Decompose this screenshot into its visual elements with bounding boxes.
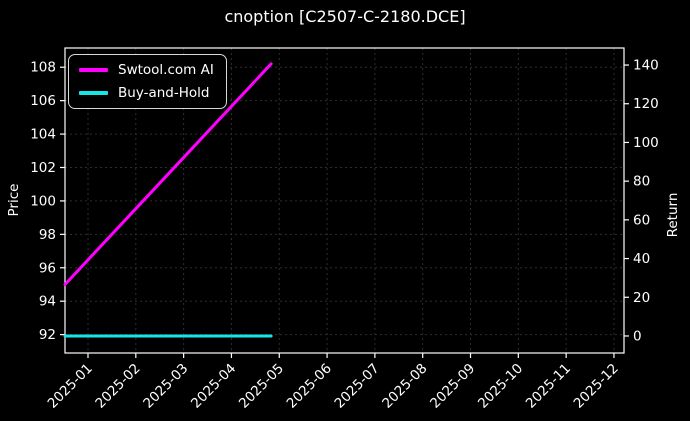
x-tick-label: 2025-04 — [188, 361, 239, 412]
left-tick-label: 92 — [39, 327, 56, 343]
series-line-swtool-com-ai — [63, 62, 273, 286]
left-tick-label: 94 — [39, 294, 56, 310]
right-axis-label: Return — [665, 192, 681, 238]
x-tick-label: 2025-05 — [236, 361, 287, 412]
left-tick-label: 102 — [30, 160, 56, 176]
x-tick-label: 2025-03 — [140, 361, 191, 412]
legend-line-swatch — [79, 91, 108, 95]
left-tick-label: 100 — [30, 193, 56, 209]
x-tick-label: 2025-12 — [571, 361, 622, 412]
left-tick-label: 96 — [39, 260, 56, 276]
right-tick-label: 0 — [633, 328, 642, 344]
right-tick-label: 20 — [633, 290, 650, 306]
x-tick-label: 2025-09 — [427, 361, 478, 412]
right-tick-label: 120 — [633, 96, 659, 112]
legend-item-label: Buy-and-Hold — [118, 85, 210, 101]
right-tick-label: 60 — [633, 212, 650, 228]
x-axis-ticks: 2025-012025-022025-032025-042025-052025-… — [45, 353, 622, 412]
x-tick-label: 2025-02 — [92, 361, 143, 412]
right-tick-label: 40 — [633, 251, 650, 267]
legend: Swtool.com AI Buy-and-Hold — [68, 54, 227, 109]
left-tick-label: 108 — [30, 60, 56, 76]
right-tick-label: 100 — [633, 135, 659, 151]
x-tick-label: 2025-06 — [284, 361, 335, 412]
legend-item-label: Swtool.com AI — [118, 62, 214, 78]
right-tick-label: 140 — [633, 58, 659, 74]
x-tick-label: 2025-11 — [523, 361, 574, 412]
x-tick-label: 2025-07 — [332, 361, 383, 412]
left-tick-label: 98 — [39, 227, 56, 243]
x-tick-label: 2025-08 — [379, 361, 430, 412]
left-tick-label: 104 — [30, 127, 56, 143]
chart-title: cnoption [C2507-C-2180.DCE] — [224, 7, 466, 26]
x-tick-label: 2025-01 — [45, 361, 96, 412]
legend-item: Swtool.com AI — [79, 62, 214, 78]
left-axis-label: Price — [6, 183, 22, 217]
left-axis-ticks: 92 94 96 98 100 102 104 106 108 — [30, 60, 65, 343]
legend-line-swatch — [79, 68, 108, 72]
right-tick-label: 80 — [633, 174, 650, 190]
x-tick-label: 2025-10 — [475, 361, 526, 412]
right-axis-ticks: 0 20 40 60 80 100 120 140 — [624, 58, 659, 344]
left-tick-label: 106 — [30, 93, 56, 109]
legend-item: Buy-and-Hold — [79, 85, 214, 101]
